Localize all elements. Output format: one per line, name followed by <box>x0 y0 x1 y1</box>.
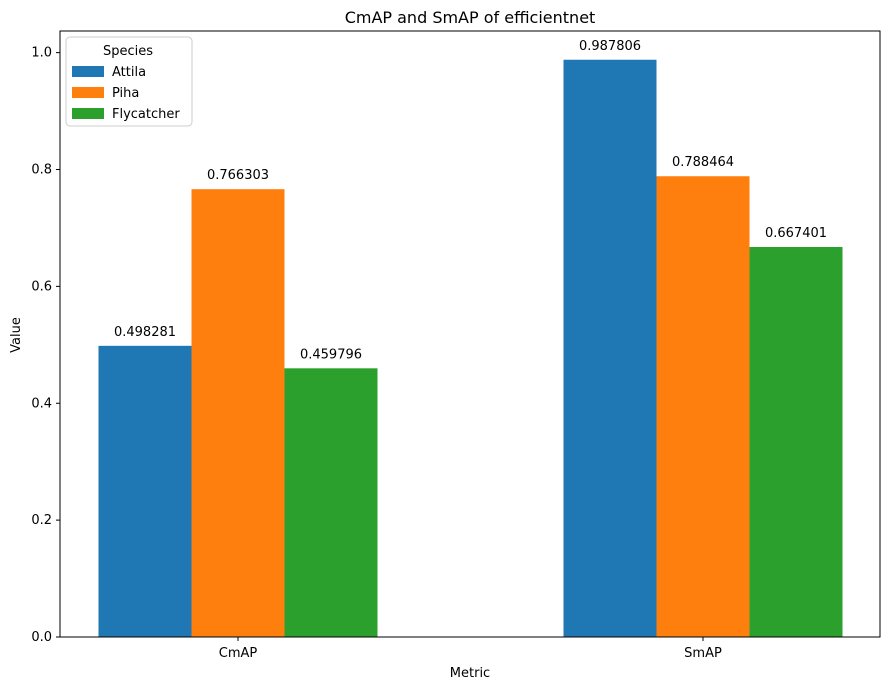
y-tick-label: 0.4 <box>31 396 52 411</box>
bar <box>563 59 657 637</box>
bar <box>749 246 843 638</box>
x-tick-label: CmAP <box>219 646 258 661</box>
data-label: 0.987806 <box>579 39 641 54</box>
x-axis-label: Metric <box>450 666 490 681</box>
bar <box>656 176 750 638</box>
legend-label: Attila <box>112 65 146 80</box>
bar <box>191 189 285 637</box>
data-label: 0.788464 <box>672 155 734 170</box>
plot-frame <box>59 30 881 638</box>
legend-swatch <box>72 108 104 119</box>
legend-label: Piha <box>112 86 139 101</box>
chart-title: CmAP and SmAP of efficientnet <box>345 8 596 27</box>
data-label: 0.766303 <box>207 168 269 183</box>
data-label: 0.459796 <box>300 347 362 362</box>
legend-swatch <box>72 87 104 98</box>
y-tick-label: 0.8 <box>31 163 52 178</box>
x-tick-label: SmAP <box>684 646 722 661</box>
y-tick-label: 1.0 <box>31 46 52 61</box>
y-axis-label: Value <box>9 317 24 353</box>
legend-swatch <box>72 66 104 77</box>
legend-box <box>65 36 193 127</box>
y-tick-label: 0.0 <box>31 630 52 645</box>
legend-title: Species <box>103 44 153 59</box>
bar <box>284 368 378 637</box>
bar <box>98 345 192 637</box>
data-label: 0.498281 <box>114 325 176 340</box>
plot-area: 0.498281 0.987806 0.766303 0.788464 0.459796… <box>31 30 881 661</box>
y-tick-label: 0.2 <box>31 513 52 528</box>
legend: Species Attila Piha Flycatcher <box>65 36 193 127</box>
legend-label: Flycatcher <box>112 107 180 122</box>
data-label: 0.667401 <box>765 226 827 241</box>
y-tick-label: 0.6 <box>31 279 52 294</box>
